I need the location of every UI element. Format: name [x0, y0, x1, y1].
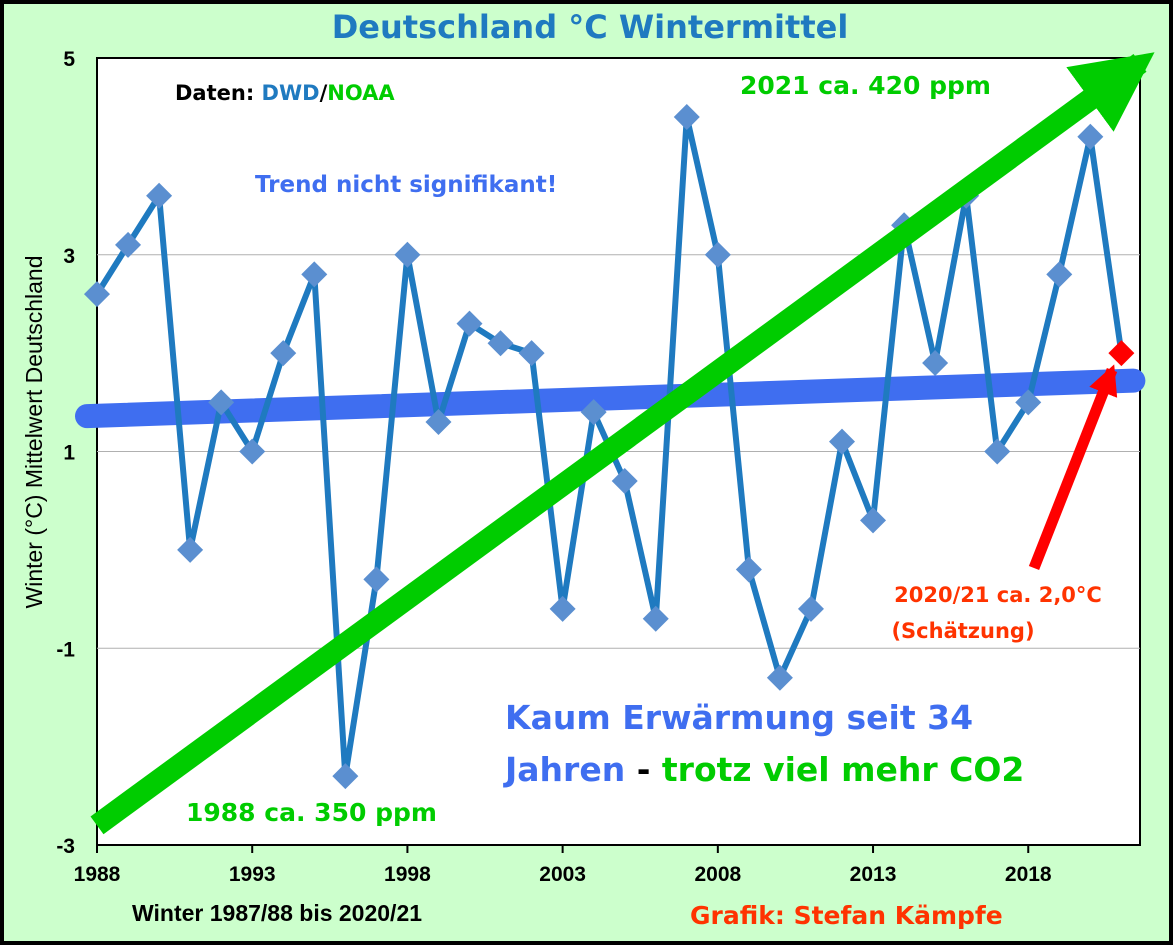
trend-line	[75, 368, 1146, 429]
data-point	[860, 507, 887, 534]
data-point	[829, 428, 855, 455]
data-point	[146, 182, 173, 209]
data-point	[704, 241, 731, 268]
data-point	[549, 595, 576, 622]
data-point	[487, 330, 514, 357]
headline-line-1: Kaum Erwärmung seit 34	[505, 698, 973, 737]
data-point	[363, 566, 390, 593]
x-tick-labels: 1988 1993 1998 2003 2008 2013 2018	[74, 845, 1052, 886]
y-tick-label: 5	[63, 48, 75, 71]
x-tick-label: 2018	[1005, 863, 1052, 886]
data-point	[766, 664, 793, 691]
estimate-sublabel: (Schätzung)	[891, 619, 1034, 643]
headline-line-2: Jahren - trotz viel mehr CO2	[503, 750, 1024, 789]
data-point	[208, 389, 235, 416]
x-tick-label: 1998	[384, 863, 431, 886]
data-markers	[84, 104, 1135, 790]
data-point	[301, 261, 328, 288]
estimate-marker	[1108, 340, 1135, 367]
x-tick-label: 2008	[694, 863, 741, 886]
x-tick-label: 2003	[539, 863, 586, 886]
data-point	[115, 231, 142, 258]
y-tick-label: -3	[56, 835, 75, 858]
data-point	[84, 281, 110, 308]
data-point	[984, 438, 1011, 465]
x-tick-label: 1993	[229, 863, 276, 886]
co2-arrow	[90, 52, 1155, 835]
data-point	[1046, 261, 1073, 288]
co2-2021-label: 2021 ca. 420 ppm	[740, 71, 991, 100]
data-point	[270, 340, 297, 367]
data-point	[456, 310, 483, 337]
data-point	[332, 763, 359, 790]
data-point	[239, 438, 266, 465]
x-tick-label: 1988	[74, 863, 121, 886]
chart-title: Deutschland °C Wintermittel	[332, 8, 849, 46]
trend-note: Trend nicht signifikant!	[255, 172, 557, 198]
credit: Grafik: Stefan Kämpfe	[690, 901, 1003, 930]
y-axis-label: Winter (°C) Mittelwert Deutschland	[21, 255, 47, 608]
data-point	[642, 605, 669, 632]
y-tick-label: 1	[63, 442, 75, 465]
data-point	[580, 399, 607, 426]
data-point	[518, 340, 545, 367]
data-point	[1015, 389, 1042, 416]
y-tick-label: 3	[63, 245, 75, 268]
estimate-label: 2020/21 ca. 2,0°C	[894, 583, 1102, 607]
estimate-arrow	[1028, 364, 1118, 571]
data-point	[611, 468, 638, 495]
co2-1988-label: 1988 ca. 350 ppm	[186, 798, 437, 827]
x-tick-label: 2013	[850, 863, 897, 886]
data-point	[735, 556, 762, 583]
y-tick-label: -1	[56, 638, 75, 661]
x-axis-label: Winter 1987/88 bis 2020/21	[132, 900, 422, 926]
data-point	[673, 104, 700, 131]
data-point	[922, 349, 949, 376]
y-tick-labels: -3 -1 1 3 5	[56, 48, 75, 858]
data-source: Daten: DWD/NOAA	[175, 81, 395, 105]
data-point	[425, 408, 452, 435]
data-point	[177, 536, 204, 563]
data-point	[797, 595, 824, 622]
data-point	[394, 241, 421, 268]
